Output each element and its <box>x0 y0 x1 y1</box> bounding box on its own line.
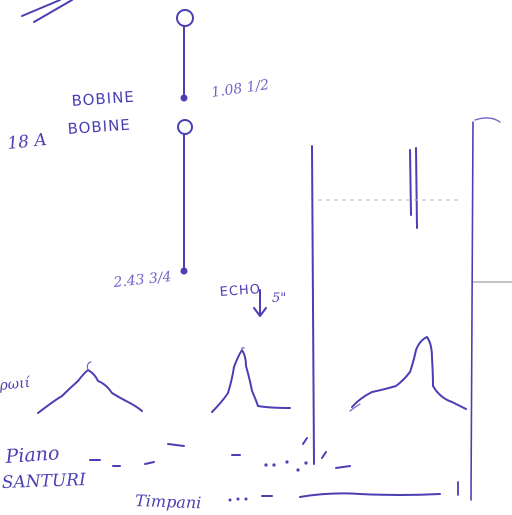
santuri-dot-4 <box>296 468 300 472</box>
time-mark-1: 1.08 1/2 <box>210 77 270 101</box>
row-label-1: ρωιί <box>0 374 31 394</box>
corner-stroke-2 <box>33 0 73 23</box>
waveform-2-peak <box>241 347 245 351</box>
waveform-2 <box>211 349 291 413</box>
timpani-dot-1 <box>228 498 232 502</box>
corner-stroke-1 <box>21 0 61 17</box>
santuri-tick-2 <box>321 451 327 459</box>
waveform-3 <box>351 336 467 410</box>
santuri-tick-1 <box>302 437 308 445</box>
bobine-code: 18 A <box>6 130 47 154</box>
reel-marker-dot-2 <box>180 267 188 275</box>
timpani-dot-3 <box>244 497 248 501</box>
waveform-3-tail <box>349 403 361 412</box>
time-mark-2: 2.43 3/4 <box>112 269 173 291</box>
bobine-label-bottom: BOBINE <box>67 116 131 138</box>
timpani-dot-2 <box>236 497 240 501</box>
echo-label: ECHO <box>219 282 261 300</box>
santuri-dot-3 <box>285 460 289 464</box>
bar-line-right <box>470 121 474 501</box>
bobine-label-top: BOBINE <box>71 88 135 110</box>
reel-change-circle <box>177 119 193 135</box>
bar-line-right-hook <box>474 117 501 123</box>
piano-dash-3 <box>144 461 155 465</box>
timpani-roll-line <box>299 492 441 498</box>
santuri-dot-1 <box>264 463 268 467</box>
echo-duration: 5" <box>272 291 286 306</box>
sustain-line-2 <box>415 147 418 229</box>
waveform-1-peak <box>86 361 92 371</box>
reel-marker-dot-1 <box>180 94 188 102</box>
bar-line-left <box>311 145 315 465</box>
santuri-dash <box>335 465 351 469</box>
row-label-2: Piano <box>4 442 60 468</box>
piano-dash-4 <box>167 443 185 447</box>
reel-start-circle <box>176 9 194 27</box>
santuri-dot-2 <box>272 463 276 467</box>
row-label-4: Timpani <box>135 491 202 512</box>
echo-arrow-head <box>253 307 267 317</box>
waveform-1 <box>37 369 143 414</box>
santuri-dot-5 <box>304 461 308 465</box>
row-label-3: SANTURI <box>1 470 86 493</box>
sustain-line-1 <box>409 149 412 216</box>
